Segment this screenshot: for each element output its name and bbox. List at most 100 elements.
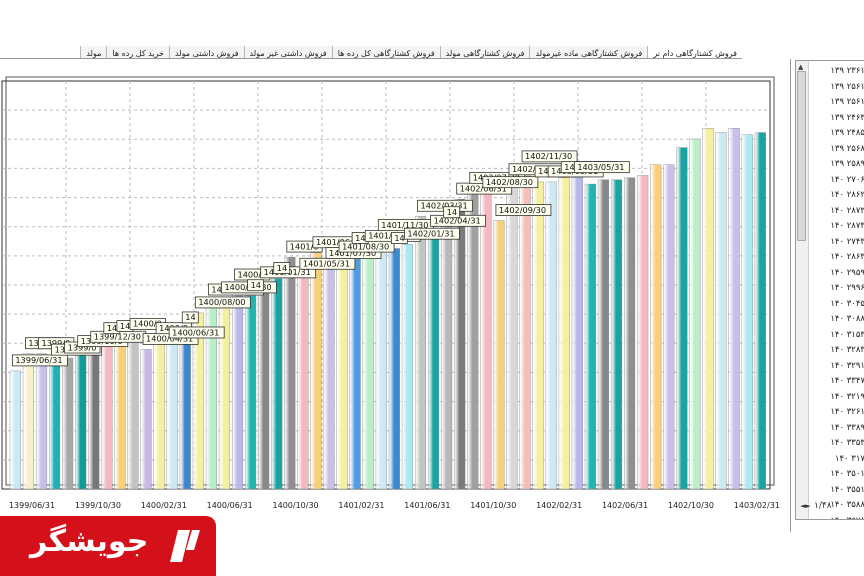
- list-item[interactable]: ۲۹۹۶ ۱۴۰: [830, 283, 864, 293]
- list-item[interactable]: ۳۲۹۱ ۱۴۰: [830, 360, 864, 371]
- tab-7[interactable]: مولد: [80, 46, 107, 58]
- bar[interactable]: [545, 181, 557, 490]
- bar[interactable]: [506, 179, 518, 490]
- tab-5[interactable]: فروش داشتی مولد: [168, 46, 244, 58]
- list-item[interactable]: ۳۵۷۸ ۱۴۰: [812, 514, 864, 520]
- pager-arrows-icon[interactable]: ◄►: [800, 502, 811, 510]
- bar[interactable]: [323, 263, 335, 490]
- list-item[interactable]: ۲۷۰۶ ۱۴۰: [830, 174, 864, 185]
- list-item[interactable]: ۳۰۴۵ ۱۴۰: [830, 298, 864, 309]
- tab-0[interactable]: فروش کشتارگاهی دام نر: [647, 46, 742, 58]
- list-item[interactable]: ۲۸۶۲ ۱۴۰: [830, 190, 864, 200]
- list-item[interactable]: ۲۷۴۳ ۱۴۰: [830, 236, 864, 247]
- data-label-text: 14: [107, 323, 117, 333]
- bar[interactable]: [127, 334, 139, 490]
- bar[interactable]: [663, 164, 675, 490]
- bar[interactable]: [35, 353, 48, 490]
- bar[interactable]: [375, 235, 387, 490]
- list-item[interactable]: ۲۵۸۹ ۱۳۹: [830, 159, 864, 169]
- bar[interactable]: [153, 338, 165, 490]
- bar[interactable]: [728, 128, 740, 490]
- bar[interactable]: [88, 347, 100, 490]
- bar[interactable]: [480, 192, 492, 490]
- bar[interactable]: [49, 359, 61, 490]
- bar[interactable]: [702, 128, 714, 490]
- bar[interactable]: [101, 338, 113, 490]
- bar[interactable]: [454, 198, 466, 490]
- tab-2[interactable]: فروش کشتارگاهی مولد: [439, 46, 530, 58]
- bar[interactable]: [754, 132, 766, 490]
- list-item[interactable]: ۳۵۵۱ ۱۴۰: [830, 484, 864, 495]
- bar[interactable]: [9, 370, 21, 490]
- data-label: 1402/09/30: [495, 204, 552, 216]
- bar[interactable]: [637, 175, 649, 490]
- bar[interactable]: [388, 248, 400, 490]
- bar[interactable]: [349, 248, 361, 490]
- list-item[interactable]: ۳۲۸۳ ۱۴۰: [830, 345, 864, 355]
- bar[interactable]: [310, 252, 322, 490]
- bar[interactable]: [297, 274, 309, 490]
- bar[interactable]: [284, 256, 296, 490]
- list-item[interactable]: ۲۸۷۳ ۱۴۰: [830, 205, 864, 216]
- list-item[interactable]: ۲۸۶۳ ۱۴۰: [830, 252, 864, 262]
- bar[interactable]: [231, 284, 244, 490]
- bar[interactable]: [532, 181, 544, 490]
- bar[interactable]: [597, 179, 610, 490]
- list-item[interactable]: ۲۹۵۹ ۱۴۰: [830, 267, 864, 278]
- bar[interactable]: [676, 147, 688, 490]
- list-item[interactable]: ۲۵۶۱ ۱۳۹: [830, 97, 864, 107]
- bar[interactable]: [401, 243, 413, 490]
- list-item[interactable]: ۲۳۶۱ ۱۳۹: [830, 66, 864, 76]
- bar[interactable]: [558, 177, 570, 490]
- bar[interactable]: [22, 353, 34, 490]
- bar[interactable]: [140, 349, 152, 490]
- bar[interactable]: [610, 179, 623, 490]
- bar[interactable]: [689, 138, 701, 490]
- bar[interactable]: [467, 188, 479, 490]
- bar[interactable]: [75, 351, 87, 490]
- list-item[interactable]: ۳۲۱۹ ۱۴۰: [830, 391, 864, 402]
- bar[interactable]: [166, 342, 178, 490]
- bar[interactable]: [114, 336, 126, 490]
- list-item[interactable]: ۳۵۰۱ ۱۴۰: [830, 469, 864, 479]
- bar[interactable]: [584, 183, 596, 490]
- bar[interactable]: [62, 357, 74, 490]
- list-item[interactable]: ۳۰۸۸ ۱۴۰: [830, 314, 864, 324]
- list-item[interactable]: ۳۱۷ ۱۴۰: [834, 453, 864, 464]
- list-item[interactable]: ۲۸۷۳ ۱۴۰: [830, 221, 864, 231]
- list-item[interactable]: ۲۵۶۱ ۱۳۹: [830, 81, 864, 92]
- list-item[interactable]: ۲۵۶۸ ۱۳۹: [830, 143, 864, 154]
- tab-6[interactable]: خرید کل رده ها: [106, 46, 169, 58]
- bar[interactable]: [218, 297, 231, 490]
- bar[interactable]: [258, 282, 270, 490]
- bar[interactable]: [362, 246, 374, 490]
- scroll-up-arrow-icon[interactable]: ▲: [798, 63, 804, 71]
- bar[interactable]: [245, 295, 257, 490]
- tab-4[interactable]: فروش داشتی غیر مولد: [243, 46, 332, 58]
- tab-3[interactable]: فروش کشتارگاهی کل رده ها: [331, 46, 440, 58]
- bar[interactable]: [741, 134, 753, 490]
- bar[interactable]: [428, 231, 440, 490]
- list-scrollbar[interactable]: ▲: [796, 61, 809, 519]
- bar[interactable]: [179, 327, 191, 490]
- bar[interactable]: [441, 222, 453, 490]
- data-label-text: 1399/06/31: [15, 355, 62, 365]
- list-item[interactable]: ۳۵۸۸ ۱۴۰: [830, 500, 864, 510]
- list-item[interactable]: ۳۱۵۳ ۱۴۰: [830, 329, 864, 340]
- bar[interactable]: [414, 216, 427, 490]
- bar[interactable]: [271, 278, 283, 490]
- list-item[interactable]: ۳۲۶۱ ۱۴۰: [830, 407, 864, 417]
- tab-1[interactable]: فروش کشتارگاهی ماده غیرمولد: [529, 46, 648, 58]
- bar[interactable]: [493, 220, 505, 490]
- scroll-thumb[interactable]: [797, 71, 806, 241]
- bar[interactable]: [571, 177, 583, 490]
- list-item[interactable]: ۲۴۶۳ ۱۳۹: [830, 112, 864, 123]
- bar[interactable]: [336, 256, 348, 490]
- bar[interactable]: [715, 132, 727, 490]
- list-item[interactable]: ۳۳۴۷ ۱۴۰: [830, 376, 864, 386]
- bar[interactable]: [624, 177, 636, 490]
- list-item[interactable]: ۲۴۸۵ ۱۳۹: [830, 128, 864, 138]
- list-item[interactable]: ۳۳۸۹ ۱۴۰: [830, 422, 864, 433]
- bar[interactable]: [650, 164, 662, 490]
- list-item[interactable]: ۳۳۵۳ ۱۴۰: [830, 438, 864, 448]
